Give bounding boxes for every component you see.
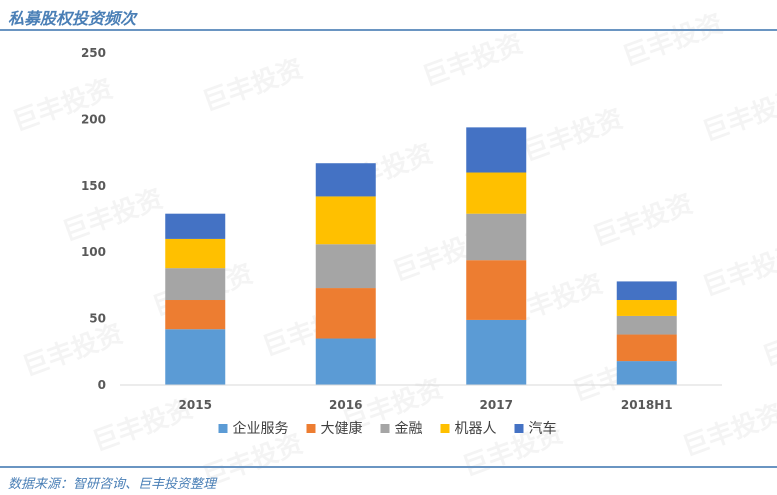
bar-segment [315,288,376,339]
x-tick-label: 2015 [179,398,212,412]
y-tick-label: 250 [81,46,106,60]
bar-segment [315,244,376,289]
legend-label: 金融 [395,421,423,437]
legend-swatch [306,424,316,433]
legend-label: 机器人 [455,421,497,437]
legend-swatch [218,424,228,433]
x-tick-label: 2016 [329,398,362,412]
bar-segment [616,281,677,301]
x-tick-label: 2018H1 [621,398,673,412]
bar-segment [315,163,376,197]
bar-segment [165,238,226,269]
header-bar: 私募股权投资频次 [0,0,777,31]
bar-segment [466,213,527,261]
y-tick-label: 100 [81,245,106,259]
bar-segment [616,300,677,316]
x-tick-label: 2017 [480,398,513,412]
y-tick-label: 0 [98,378,106,392]
bar-segment [466,260,527,320]
bar-segment [165,213,226,239]
bar-segment [165,268,226,301]
data-source-note: 数据来源：智研咨询、巨丰投资整理 [8,477,217,492]
bar-segment [315,338,376,385]
legend-label: 大健康 [321,420,363,437]
stacked-bar-chart: 0 50 100 150 200 250 2015 2016 2017 2018H1 企业服务 大健康… [81,46,722,437]
bar-segment [165,300,226,330]
bar-segment [616,361,677,385]
bar-segment [616,334,677,362]
page-title: 私募股权投资频次 [8,9,137,28]
bar-segment [466,319,527,385]
bar-segment [165,329,226,385]
bar-segment [315,196,376,245]
y-tick-label: 150 [81,179,106,193]
bar-segment [466,127,527,173]
bar-segment [616,315,677,335]
y-tick-label: 200 [81,112,106,126]
legend-swatch [380,424,390,433]
legend-label: 企业服务 [233,420,289,437]
legend-label: 汽车 [529,420,557,437]
bar-segment [466,172,527,214]
footer-bar: 数据来源：智研咨询、巨丰投资整理 [0,466,777,495]
legend-swatch [440,424,450,433]
legend-swatch [514,424,524,433]
y-tick-label: 50 [89,312,106,326]
